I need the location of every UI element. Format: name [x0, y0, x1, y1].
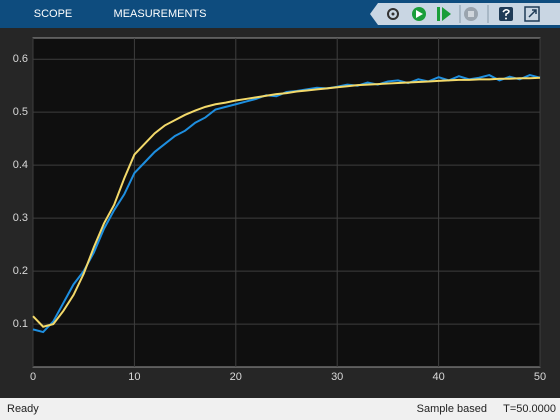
stop-button[interactable] — [464, 7, 478, 21]
sim-time: T=50.0000 — [503, 403, 556, 415]
x-tick-label: 40 — [432, 371, 444, 383]
x-tick-label: 10 — [128, 371, 140, 383]
y-tick-label: 0.1 — [13, 318, 28, 330]
y-tick-label: 0.5 — [13, 106, 28, 118]
plot: 0.1 0.2 0.3 0.4 0.5 0.6 0 10 20 30 40 50 — [13, 38, 546, 383]
x-tick-label: 20 — [230, 371, 242, 383]
series-line — [32, 76, 541, 328]
series-line — [32, 74, 541, 334]
x-tick-label: 30 — [331, 371, 343, 383]
plot-area — [32, 37, 541, 368]
undock-button[interactable] — [524, 6, 540, 22]
x-tick-label: 50 — [534, 371, 546, 383]
run-button[interactable] — [412, 7, 426, 21]
y-tick-label: 0.2 — [13, 265, 28, 277]
help-button[interactable] — [499, 7, 513, 21]
status-text: Ready — [7, 403, 39, 415]
status-bar — [0, 398, 560, 420]
sample-mode: Sample based — [417, 403, 487, 415]
tab-scope[interactable]: SCOPE — [34, 8, 73, 20]
tab-measurements[interactable]: MEASUREMENTS — [114, 8, 207, 20]
step-button[interactable] — [437, 7, 451, 21]
y-tick-label: 0.6 — [13, 53, 28, 65]
y-tick-label: 0.3 — [13, 212, 28, 224]
y-tick-label: 0.4 — [13, 159, 28, 171]
x-tick-label: 0 — [30, 371, 36, 383]
settings-icon[interactable] — [387, 8, 399, 20]
